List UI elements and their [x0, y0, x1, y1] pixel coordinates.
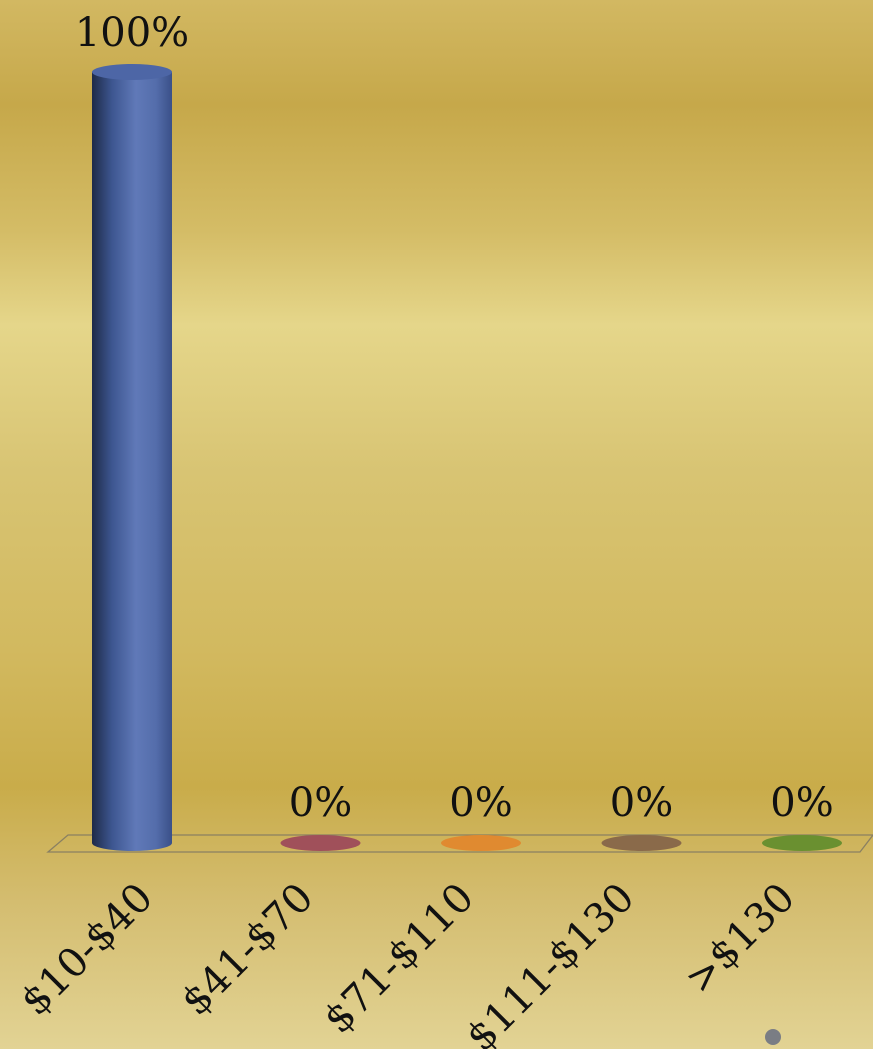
value-label-41-70: 0%	[289, 780, 352, 826]
slide-indicator-dot	[765, 1029, 781, 1045]
bar-71-110	[441, 835, 521, 851]
bar-130	[762, 835, 842, 851]
chart-floor	[46, 834, 873, 853]
bar-10-40	[92, 64, 172, 851]
value-label-71-110: 0%	[449, 780, 512, 826]
bar-111-130	[601, 835, 682, 851]
category-label-10-40: $10-$40	[12, 875, 162, 1025]
category-label-111-130: $111-$130	[458, 875, 644, 1049]
category-label-71-110: $71-$110	[315, 875, 483, 1043]
value-label-130: 0%	[770, 780, 833, 826]
value-label-10-40: 100%	[75, 10, 189, 56]
category-label-41-70: $41-$70	[173, 875, 323, 1025]
category-label-130: >$130	[676, 875, 804, 1003]
bar-41-70	[280, 835, 361, 851]
value-label-111-130: 0%	[610, 780, 673, 826]
